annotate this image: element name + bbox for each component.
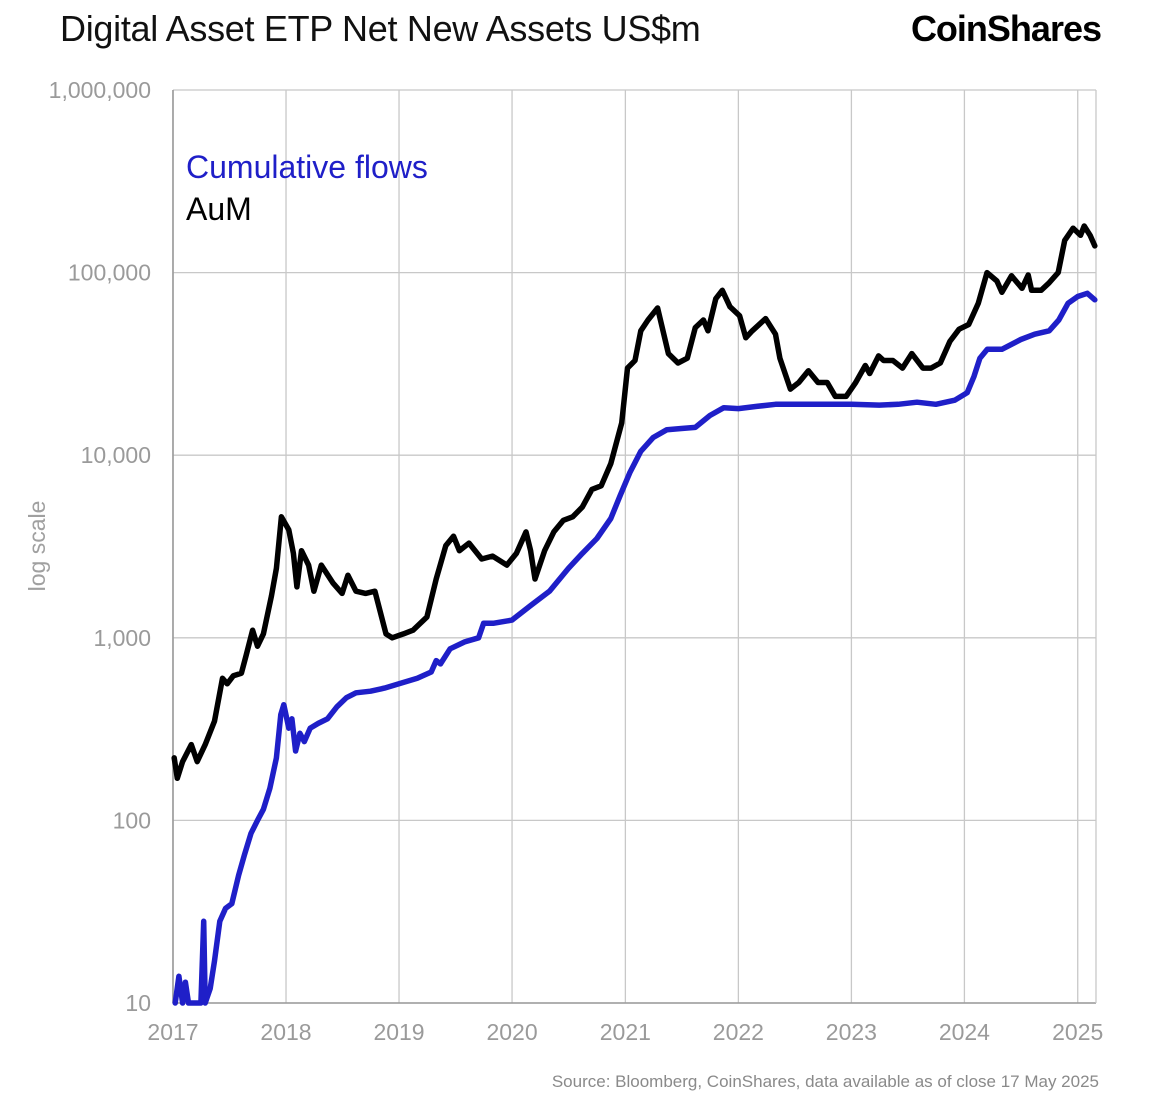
x-tick-label: 2017 [147,1019,198,1045]
x-tick-label: 2020 [486,1019,537,1045]
grid-lines [172,89,1096,1004]
x-tick-label: 2023 [826,1019,877,1045]
y-tick-label: 10 [125,990,151,1016]
series-line-cumulative-flows [172,290,1098,1006]
y-axis-label: log scale [24,501,50,592]
x-tick-label: 2024 [939,1019,990,1045]
x-tick-label: 2018 [260,1019,311,1045]
axes [172,90,1097,1004]
x-tick-label: 2025 [1052,1019,1103,1045]
series-lines [171,223,1098,1006]
y-tick-label: 100,000 [68,260,151,286]
y-tick-label: 1,000 [93,625,151,651]
x-tick-label: 2019 [373,1019,424,1045]
x-tick-label: 2022 [713,1019,764,1045]
y-tick-label: 10,000 [81,442,151,468]
legend-entry-cumulative-flows: Cumulative flows [186,149,428,185]
y-axis-ticks: 10 100 1,000 10,000 100,000 1,000,000 [49,77,151,1016]
y-tick-label: 100 [113,807,151,833]
legend-entry-aum: AuM [186,191,252,227]
series-line-aum [171,223,1098,782]
y-tick-label: 1,000,000 [49,77,151,103]
coinshares-logo: CoinShares [910,8,1102,49]
source-note: Source: Bloomberg, CoinShares, data avai… [551,1072,1099,1091]
x-tick-label: 2021 [600,1019,651,1045]
chart-title: Digital Asset ETP Net New Assets US$m [60,8,701,49]
x-axis-ticks: 2017 2018 2019 2020 2021 2022 2023 2024 2025 [147,1019,1103,1045]
